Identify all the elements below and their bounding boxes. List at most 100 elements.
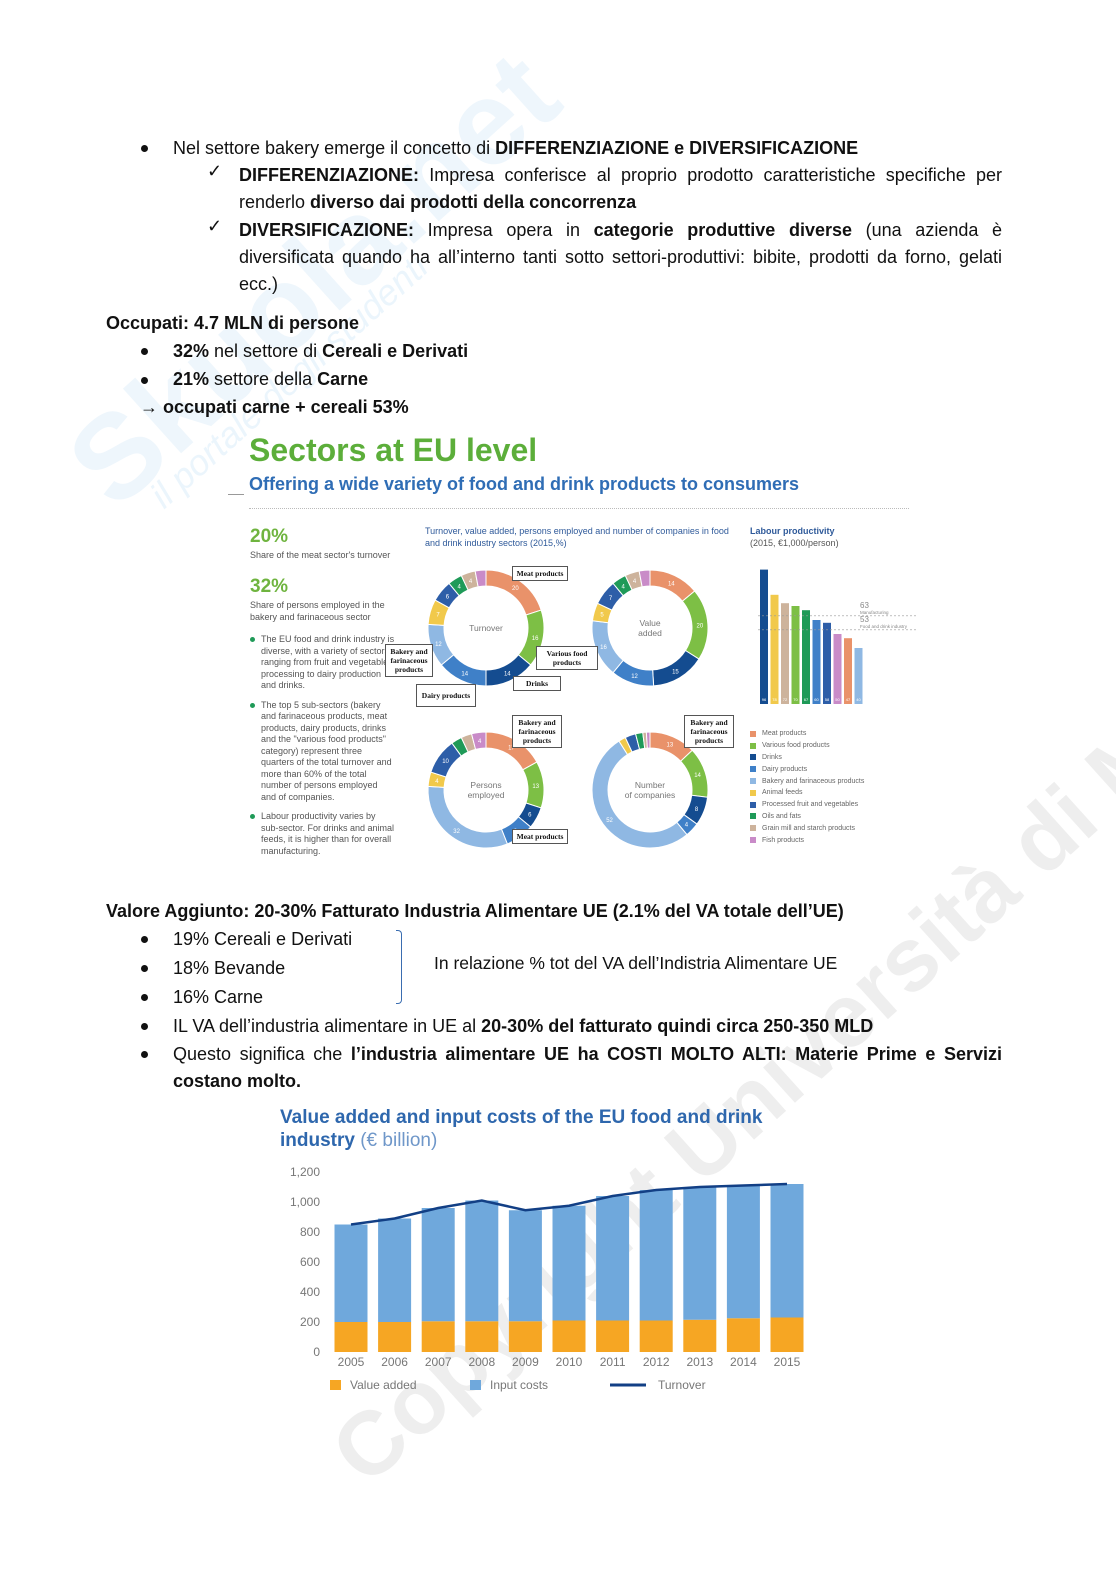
bullet bbox=[141, 1051, 148, 1058]
donut-center-label: Turnover bbox=[469, 623, 503, 633]
donut-charts: 20 16 14 14 12 7 6 4 4 Turnover 14 20 15 12 16 5 7 4 4 Valu… bbox=[427, 569, 709, 849]
bar-input-costs bbox=[552, 1205, 586, 1321]
occupati-heading: Occupati: 4.7 MLN di persone bbox=[106, 313, 360, 333]
bar-input-costs bbox=[421, 1208, 455, 1322]
legend-swatch bbox=[750, 778, 756, 785]
segment-label: 7 bbox=[436, 613, 440, 619]
value-added-chart: Value added and input costs of the EU fo… bbox=[260, 1100, 820, 1400]
bold-text: 32% bbox=[173, 341, 210, 361]
reference-value: 53 bbox=[860, 615, 869, 624]
donut-turnover: 20 16 14 14 12 7 6 4 4 Turnover bbox=[427, 569, 545, 687]
brace-note: In relazione % tot del VA dell’Indistria… bbox=[434, 953, 838, 973]
note-item: The EU food and drink industry is divers… bbox=[250, 634, 395, 692]
bold-text: Carne bbox=[317, 369, 369, 389]
stat-label: Share of the meat sector's turnover bbox=[250, 550, 391, 560]
check-icon: ✓ bbox=[207, 161, 223, 181]
reference-label: Food and drink industry bbox=[860, 624, 908, 629]
callout-meat-products: Meat products bbox=[512, 829, 568, 844]
bullet bbox=[141, 936, 148, 943]
text: Questo significa che bbox=[173, 1044, 351, 1064]
donut-center-label: of companies bbox=[625, 790, 676, 800]
segment-label: 14 bbox=[694, 773, 701, 779]
valore-item: IL VA dell’industria alimentare in UE al… bbox=[173, 1013, 873, 1040]
chart-title: Value added and input costs of the EU fo… bbox=[280, 1106, 820, 1152]
check-icon: ✓ bbox=[207, 216, 223, 236]
x-tick-label: 2012 bbox=[643, 1355, 670, 1369]
legend-label: Bakery and farinaceous products bbox=[762, 777, 865, 785]
bold-text: categorie produttive diverse bbox=[593, 220, 852, 240]
notes-list: The EU food and drink industry is divers… bbox=[250, 634, 395, 865]
bar-value-added bbox=[334, 1322, 368, 1352]
bar-value-label: 58 bbox=[825, 697, 830, 702]
segment-label: 52 bbox=[606, 818, 613, 824]
text: Nel settore bakery emerge il concetto di bbox=[173, 138, 496, 158]
productivity-bar bbox=[770, 594, 779, 704]
sector-legend: Meat products Various food products Drinks… bbox=[750, 728, 864, 846]
note-item: The top 5 sub-sectors (bakery and farina… bbox=[250, 700, 395, 804]
segment-label: 6 bbox=[446, 595, 450, 601]
legend-label: Oils and fats bbox=[762, 812, 801, 820]
bullet bbox=[141, 965, 148, 972]
bold-text: 21% bbox=[173, 369, 210, 389]
x-tick-label: 2006 bbox=[381, 1355, 408, 1369]
legend-item: Bakery and farinaceous products bbox=[750, 775, 864, 787]
occupati-summary: → occupati carne + cereali 53% bbox=[140, 394, 409, 421]
segment-label: 10 bbox=[442, 759, 449, 765]
x-tick-label: 2009 bbox=[512, 1355, 539, 1369]
productivity-bar bbox=[812, 620, 821, 704]
x-tick-label: 2008 bbox=[468, 1355, 495, 1369]
arrow-icon: → bbox=[140, 397, 158, 417]
bar-value-added bbox=[552, 1320, 586, 1352]
donut-center-label: added bbox=[638, 628, 662, 638]
donut-heading: Turnover, value added, persons employed … bbox=[425, 526, 729, 548]
callout-dairy: Dairy products bbox=[416, 684, 476, 707]
valore-item: 19% Cereali e Derivati bbox=[173, 929, 353, 949]
bar-input-costs bbox=[334, 1224, 368, 1322]
callout-drinks: Drinks bbox=[513, 676, 561, 691]
segment-label: 4 bbox=[478, 739, 482, 745]
divider bbox=[249, 508, 909, 509]
bullet bbox=[141, 348, 148, 355]
y-tick-label: 0 bbox=[313, 1345, 320, 1359]
bar-input-costs bbox=[508, 1210, 542, 1322]
sectors-infographic: Sectors at EU level Offering a wide vari… bbox=[228, 428, 918, 872]
segment-label: 4 bbox=[435, 779, 439, 785]
bar-value-added bbox=[683, 1319, 717, 1352]
x-tick-label: 2014 bbox=[730, 1355, 757, 1369]
bar-input-costs bbox=[683, 1187, 717, 1320]
y-tick-label: 600 bbox=[300, 1255, 320, 1269]
legend-label: Turnover bbox=[658, 1378, 706, 1392]
segment-label: 20 bbox=[512, 586, 519, 592]
productivity-bar bbox=[854, 648, 863, 704]
legend-label: Grain mill and starch products bbox=[762, 824, 855, 832]
note-item: Labour productivity varies by sub-sector… bbox=[250, 811, 395, 857]
callout-bakery: Bakery and farinaceous products bbox=[512, 715, 562, 748]
bar-value-label: 70 bbox=[793, 697, 798, 702]
productivity-bar bbox=[791, 606, 800, 704]
segment-label: 20 bbox=[697, 623, 704, 629]
x-tick-label: 2007 bbox=[425, 1355, 452, 1369]
title-text: Value added and input costs of the EU fo… bbox=[280, 1107, 763, 1151]
bar-input-costs bbox=[770, 1184, 804, 1318]
legend-swatch bbox=[750, 789, 756, 796]
segment-label: 15 bbox=[672, 670, 679, 676]
donut-segment bbox=[470, 731, 487, 750]
donut-segment bbox=[645, 731, 651, 749]
infographic-title: Sectors at EU level bbox=[249, 432, 538, 468]
legend-swatch bbox=[750, 813, 756, 820]
segment-label: 14 bbox=[461, 672, 468, 678]
donut-segment bbox=[681, 590, 709, 660]
infographic-subtitle: Offering a wide variety of food and drin… bbox=[249, 474, 800, 494]
diversificazione-item: DIVERSIFICAZIONE: Impresa opera in categ… bbox=[239, 217, 1002, 298]
bar-value-label: 60 bbox=[814, 697, 819, 702]
legend-swatch bbox=[750, 742, 756, 749]
legend-item: Oils and fats bbox=[750, 811, 864, 823]
legend-swatch bbox=[750, 754, 756, 761]
legend-swatch bbox=[330, 1380, 341, 1390]
term: DIVERSIFICAZIONE: bbox=[239, 220, 415, 240]
valore-heading: Valore Aggiunto: 20-30% Fatturato Indust… bbox=[106, 901, 844, 921]
legend-item: Grain mill and starch products bbox=[750, 822, 864, 834]
reference-value: 63 bbox=[860, 601, 869, 610]
note-text: The EU food and drink industry is divers… bbox=[261, 634, 395, 690]
